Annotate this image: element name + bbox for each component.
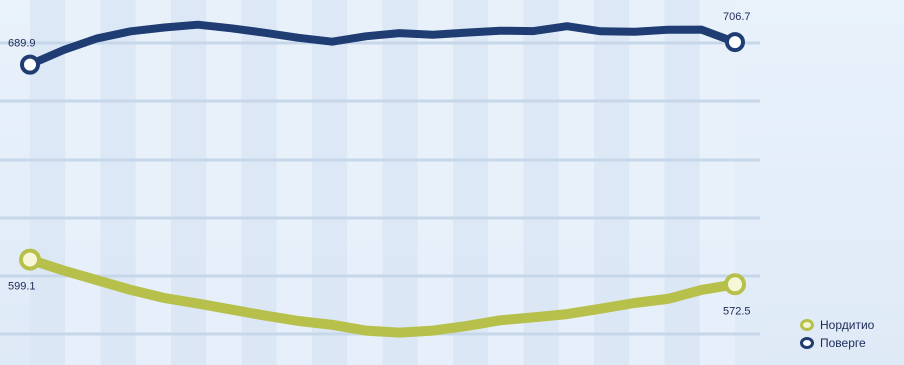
legend-item-series-1: Поверге bbox=[800, 334, 874, 352]
series-marker bbox=[19, 248, 41, 271]
data-labels: 689.9 706.7 599.1 572.5 bbox=[8, 11, 751, 317]
series-marker bbox=[20, 54, 40, 75]
plot-stripe bbox=[171, 0, 207, 365]
plot-stripe bbox=[276, 0, 312, 365]
data-label: 689.9 bbox=[8, 38, 36, 50]
plot-stripe bbox=[65, 0, 101, 365]
plot-stripe bbox=[558, 0, 594, 365]
plot-stripe bbox=[241, 0, 277, 365]
legend-item-series-2: Нордитио bbox=[800, 316, 874, 334]
data-label: 572.5 bbox=[723, 305, 751, 317]
plot-stripe bbox=[347, 0, 383, 365]
plot-stripe bbox=[135, 0, 171, 365]
series-marker bbox=[725, 32, 745, 53]
plot-stripe bbox=[699, 0, 735, 365]
plot-stripe bbox=[664, 0, 700, 365]
legend-swatch-series-1 bbox=[800, 337, 814, 349]
legend-label-series-1: Поверге bbox=[820, 336, 866, 350]
data-label: 599.1 bbox=[8, 281, 36, 293]
data-label: 706.7 bbox=[723, 11, 751, 23]
plot-background bbox=[30, 0, 735, 365]
series-line-2 bbox=[25, 254, 740, 338]
legend-swatch-series-2 bbox=[800, 319, 814, 331]
plot-stripe bbox=[312, 0, 348, 365]
plot-stripe bbox=[453, 0, 489, 365]
chart-legend: Нордитио Поверге bbox=[800, 316, 874, 352]
plot-stripe bbox=[100, 0, 136, 365]
series-marker bbox=[724, 273, 746, 296]
series-line-1 bbox=[26, 20, 739, 69]
plot-stripe bbox=[488, 0, 524, 365]
plot-stripe bbox=[629, 0, 665, 365]
plot-stripe bbox=[417, 0, 453, 365]
legend-label-series-2: Нордитио bbox=[820, 318, 875, 332]
plot-stripe bbox=[382, 0, 418, 365]
plot-stripe bbox=[523, 0, 559, 365]
series-layer bbox=[19, 20, 746, 338]
